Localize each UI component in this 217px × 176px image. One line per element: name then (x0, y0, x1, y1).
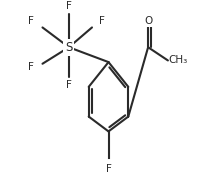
Text: CH₃: CH₃ (168, 55, 187, 65)
Text: O: O (144, 16, 152, 26)
Text: F: F (66, 1, 72, 11)
Text: F: F (105, 164, 112, 174)
Text: F: F (28, 62, 34, 72)
Text: S: S (65, 41, 72, 54)
Text: F: F (66, 80, 72, 90)
Text: F: F (99, 16, 104, 26)
Text: F: F (28, 16, 34, 26)
